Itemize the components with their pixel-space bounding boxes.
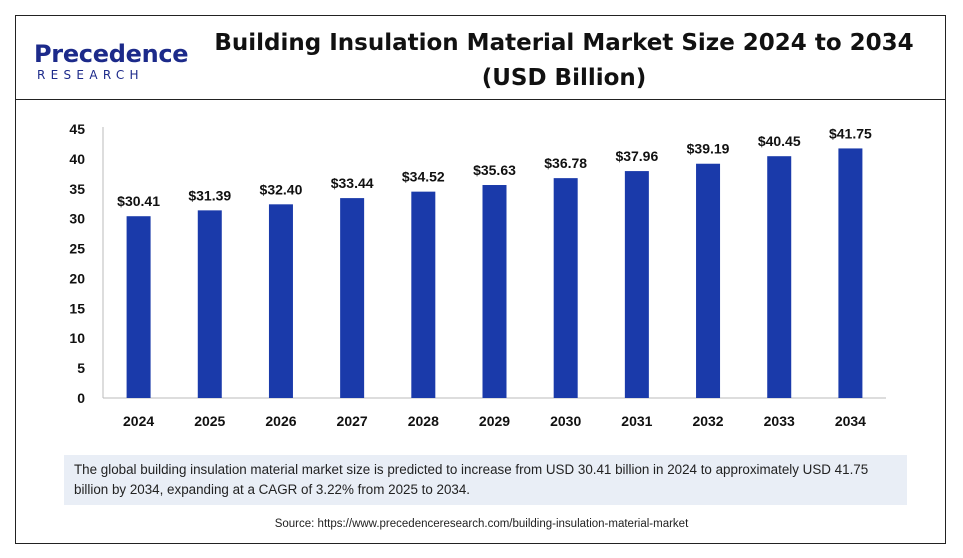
- y-tick-label: 5: [77, 360, 85, 376]
- y-tick-label: 35: [69, 181, 85, 197]
- x-tick-label: 2029: [479, 413, 510, 429]
- x-tick-label: 2034: [835, 413, 866, 429]
- y-tick-label: 40: [69, 151, 85, 167]
- x-tick-label: 2030: [550, 413, 581, 429]
- bar: [197, 210, 222, 398]
- brand-logo: Precedence RESEARCH: [34, 40, 189, 90]
- logo-subtitle: RESEARCH: [37, 68, 144, 82]
- x-tick-label: 2025: [194, 413, 225, 429]
- y-tick-label: 25: [69, 241, 85, 257]
- bar: [553, 178, 578, 398]
- y-tick-label: 20: [69, 270, 85, 286]
- x-tick-label: 2031: [621, 413, 652, 429]
- bar: [696, 163, 721, 398]
- bar-value-label: $34.52: [402, 169, 445, 185]
- infographic-frame: Precedence RESEARCH Building Insulation …: [15, 15, 946, 544]
- bar: [340, 198, 365, 398]
- y-tick-label: 45: [69, 121, 85, 137]
- logo-wordmark: Precedence: [34, 40, 189, 68]
- bar-value-label: $35.63: [473, 162, 516, 178]
- bar-value-label: $33.44: [331, 175, 374, 191]
- source-citation: Source: https://www.precedenceresearch.c…: [274, 518, 689, 530]
- x-tick-label: 2033: [764, 413, 795, 429]
- y-tick-label: 15: [69, 300, 85, 316]
- bar: [126, 216, 151, 398]
- bar-value-label: $39.19: [687, 141, 730, 157]
- x-tick-label: 2024: [123, 413, 154, 429]
- bar-value-label: $40.45: [758, 133, 801, 149]
- bar-value-label: $32.40: [260, 181, 303, 197]
- y-tick-label: 30: [69, 211, 85, 227]
- bar-value-label: $31.39: [188, 187, 231, 203]
- bar: [624, 171, 649, 398]
- bar: [838, 148, 863, 398]
- chart-title: Building Insulation Material Market Size…: [196, 26, 932, 96]
- bar-value-label: $41.75: [829, 125, 872, 141]
- header-divider: [16, 99, 945, 100]
- bar-chart: 051015202530354045$30.412024$31.392025$3…: [69, 121, 886, 429]
- bar: [767, 156, 792, 398]
- bar-value-label: $36.78: [544, 155, 587, 171]
- chart-title-line-2: (USD Billion): [481, 65, 647, 91]
- x-tick-label: 2028: [408, 413, 439, 429]
- bar: [268, 204, 293, 398]
- bar-value-label: $30.41: [117, 193, 160, 209]
- summary-note: The global building insulation material …: [64, 455, 907, 505]
- x-tick-label: 2032: [692, 413, 723, 429]
- x-tick-label: 2026: [265, 413, 296, 429]
- x-tick-label: 2027: [337, 413, 368, 429]
- bar: [482, 185, 507, 398]
- y-tick-label: 10: [69, 330, 85, 346]
- y-tick-label: 0: [77, 390, 85, 406]
- chart-title-line-1: Building Insulation Material Market Size…: [214, 30, 914, 56]
- bar-value-label: $37.96: [615, 148, 658, 164]
- bar: [411, 191, 436, 398]
